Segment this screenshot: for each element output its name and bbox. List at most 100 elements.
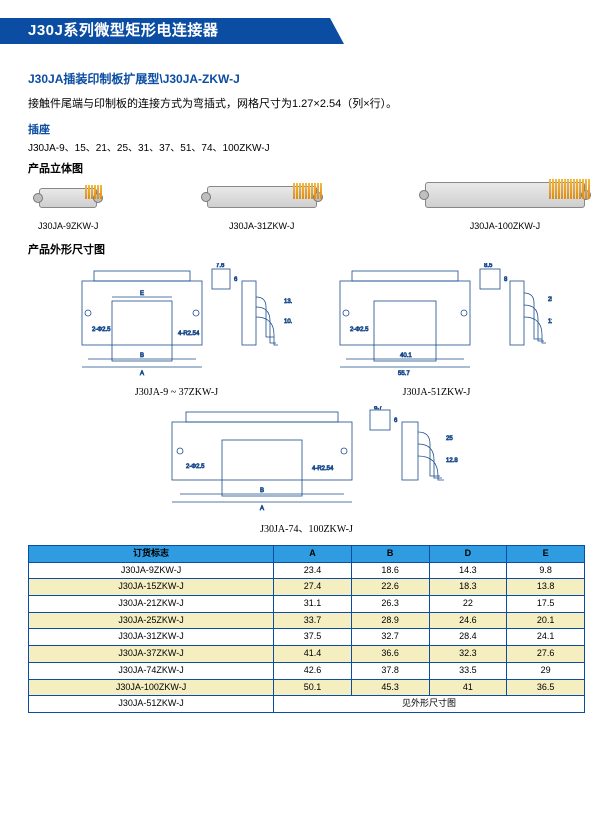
svg-text:25: 25	[548, 297, 552, 303]
section-subtitle: J30JA插装印制板扩展型\J30JA-ZKW-J	[28, 70, 585, 87]
connector-3d	[207, 186, 317, 208]
outline-row: A B E 2-Φ2.5 7.6 6 13.8 10.8 4-R2.54 J30…	[28, 263, 585, 398]
table-cell: 27.6	[507, 646, 585, 663]
svg-text:B: B	[140, 353, 144, 359]
svg-text:4-R2.54: 4-R2.54	[312, 466, 334, 472]
svg-text:10.8: 10.8	[284, 319, 292, 325]
outline-caption-1: J30JA-9 ~ 37ZKW-J	[62, 387, 292, 398]
table-cell: J30JA-37ZKW-J	[29, 646, 274, 663]
svg-text:8.5: 8.5	[484, 263, 493, 269]
svg-text:25: 25	[446, 436, 453, 442]
table-cell: 28.9	[351, 612, 429, 629]
fig3d-caption: J30JA-31ZKW-J	[207, 221, 317, 231]
table-header-cell: E	[507, 546, 585, 563]
table-cell: 41	[429, 679, 507, 696]
table-row: J30JA-51ZKW-J见外形尺寸图	[29, 696, 585, 713]
table-cell: 33.7	[274, 612, 352, 629]
table-cell: 45.3	[351, 679, 429, 696]
svg-text:A: A	[260, 506, 264, 512]
table-cell: 42.6	[274, 662, 352, 679]
table-cell: 18.6	[351, 562, 429, 579]
svg-text:6: 6	[234, 277, 238, 283]
table-cell: 14.3	[429, 562, 507, 579]
outline-caption-2: J30JA-51ZKW-J	[322, 387, 552, 398]
fig3d-item: J30JA-31ZKW-J	[207, 186, 317, 231]
svg-text:12.8: 12.8	[548, 319, 552, 325]
svg-text:8.7: 8.7	[374, 406, 383, 411]
section-desc: 接触件尾端与印制板的连接方式为弯插式，网格尺寸为1.27×2.54（列×行）。	[28, 95, 585, 111]
table-row: J30JA-100ZKW-J50.145.34136.5	[29, 679, 585, 696]
table-cell: J30JA-51ZKW-J	[29, 696, 274, 713]
table-row: J30JA-21ZKW-J31.126.32217.5	[29, 596, 585, 613]
svg-text:4-R2.54: 4-R2.54	[178, 331, 200, 337]
svg-text:2-Φ2.5: 2-Φ2.5	[92, 327, 111, 333]
table-cell: J30JA-74ZKW-J	[29, 662, 274, 679]
table-cell: 33.5	[429, 662, 507, 679]
table-cell: 37.8	[351, 662, 429, 679]
table-cell-merged: 见外形尺寸图	[274, 696, 585, 713]
outline-drawing-3: A B 2-Φ2.5 4-R2.54 8.7 6 25 12.8	[142, 406, 472, 516]
outline-block-2: 55.7 40.1 2-Φ2.5 8.5 8 25 12.8 J30JA-51Z…	[322, 263, 552, 398]
svg-text:55.7: 55.7	[398, 371, 410, 377]
table-cell: 13.8	[507, 579, 585, 596]
table-cell: 26.3	[351, 596, 429, 613]
table-cell: 9.8	[507, 562, 585, 579]
table-row: J30JA-37ZKW-J41.436.632.327.6	[29, 646, 585, 663]
table-row: J30JA-74ZKW-J42.637.833.529	[29, 662, 585, 679]
table-cell: J30JA-9ZKW-J	[29, 562, 274, 579]
table-cell: 24.1	[507, 629, 585, 646]
table-header-cell: B	[351, 546, 429, 563]
table-cell: 41.4	[274, 646, 352, 663]
fig3d-item: J30JA-9ZKW-J	[38, 188, 98, 231]
connector-3d	[425, 182, 585, 208]
table-cell: J30JA-100ZKW-J	[29, 679, 274, 696]
table-cell: J30JA-25ZKW-J	[29, 612, 274, 629]
table-cell: 22.6	[351, 579, 429, 596]
svg-text:E: E	[140, 291, 144, 297]
table-cell: 18.3	[429, 579, 507, 596]
banner-title: J30J系列微型矩形电连接器	[28, 18, 585, 44]
table-cell: 28.4	[429, 629, 507, 646]
svg-text:40.1: 40.1	[400, 353, 412, 359]
svg-text:7.6: 7.6	[216, 263, 225, 269]
table-cell: 20.1	[507, 612, 585, 629]
connector-3d	[39, 188, 97, 208]
svg-text:2-Φ2.5: 2-Φ2.5	[186, 464, 205, 470]
table-header-cell: A	[274, 546, 352, 563]
table-row: J30JA-9ZKW-J23.418.614.39.8	[29, 562, 585, 579]
svg-text:13.8: 13.8	[284, 299, 292, 305]
table-cell: 17.5	[507, 596, 585, 613]
table-row: J30JA-15ZKW-J27.422.618.313.8	[29, 579, 585, 596]
svg-text:8: 8	[504, 277, 508, 283]
outline-drawing-2: 55.7 40.1 2-Φ2.5 8.5 8 25 12.8	[322, 263, 552, 383]
socket-label: 插座	[28, 121, 585, 137]
table-header-cell: 订货标志	[29, 546, 274, 563]
outline-block-3: A B 2-Φ2.5 4-R2.54 8.7 6 25 12.8 J30JA-7…	[28, 406, 585, 535]
svg-text:B: B	[260, 488, 264, 494]
outline-label: 产品外形尺寸图	[28, 241, 585, 257]
table-cell: 31.1	[274, 596, 352, 613]
spec-table: 订货标志ABDE J30JA-9ZKW-J23.418.614.39.8J30J…	[28, 545, 585, 713]
fig3d-row: J30JA-9ZKW-J J30JA-31ZKW-J J30JA-100ZKW-J	[38, 182, 585, 231]
table-cell: 29	[507, 662, 585, 679]
table-cell: 32.3	[429, 646, 507, 663]
table-cell: 37.5	[274, 629, 352, 646]
table-row: J30JA-25ZKW-J33.728.924.620.1	[29, 612, 585, 629]
table-row: J30JA-31ZKW-J37.532.728.424.1	[29, 629, 585, 646]
table-cell: 36.5	[507, 679, 585, 696]
table-cell: 32.7	[351, 629, 429, 646]
outline-drawing-1: A B E 2-Φ2.5 7.6 6 13.8 10.8 4-R2.54	[62, 263, 292, 383]
table-cell: J30JA-31ZKW-J	[29, 629, 274, 646]
table-cell: 23.4	[274, 562, 352, 579]
outline-caption-3: J30JA-74、100ZKW-J	[28, 520, 585, 535]
table-cell: J30JA-21ZKW-J	[29, 596, 274, 613]
svg-text:6: 6	[394, 418, 398, 424]
fig3d-item: J30JA-100ZKW-J	[425, 182, 585, 231]
svg-text:12.8: 12.8	[446, 458, 458, 464]
fig3d-label: 产品立体图	[28, 160, 585, 176]
table-header-cell: D	[429, 546, 507, 563]
svg-text:A: A	[140, 371, 144, 377]
title-banner: J30J系列微型矩形电连接器	[28, 18, 585, 46]
table-cell: 22	[429, 596, 507, 613]
table-cell: J30JA-15ZKW-J	[29, 579, 274, 596]
